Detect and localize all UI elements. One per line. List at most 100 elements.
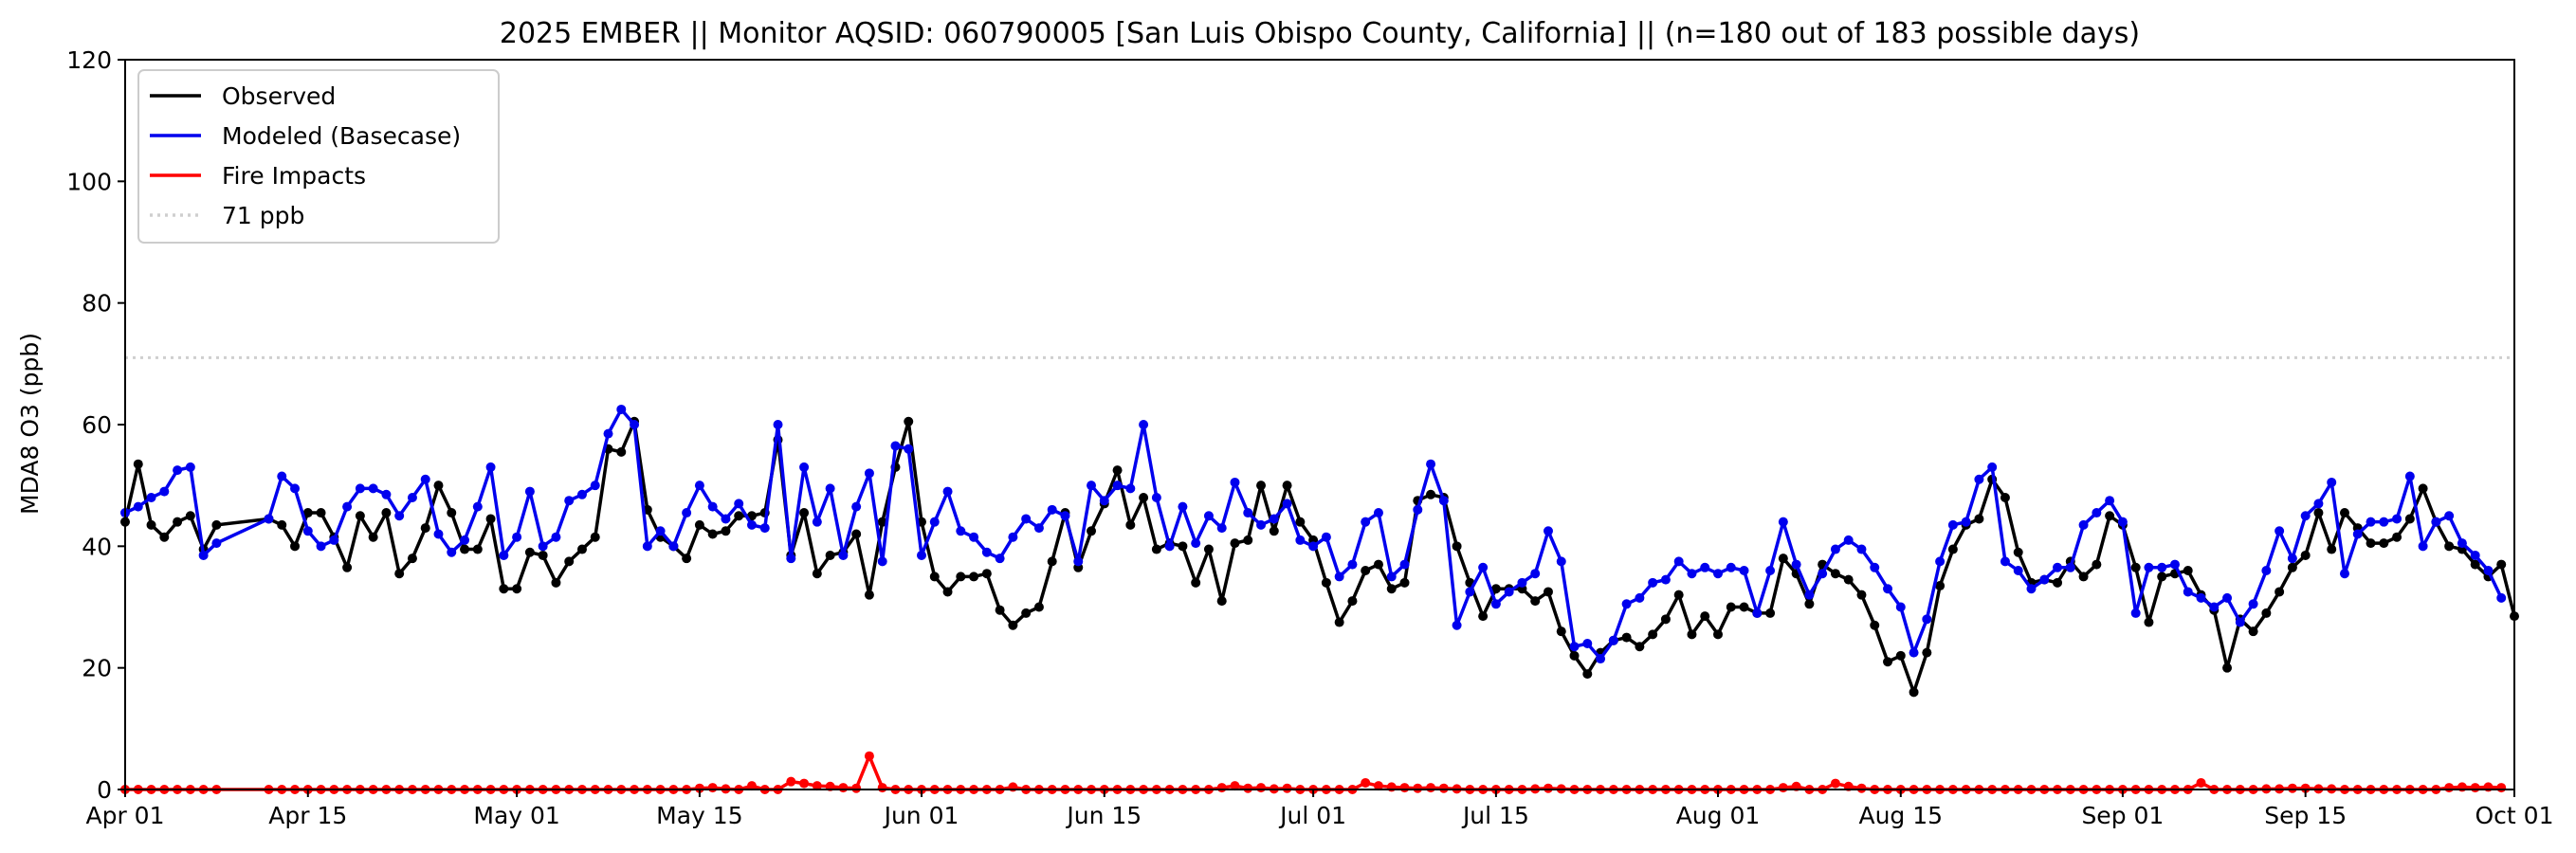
data-point	[1282, 481, 1292, 491]
data-point	[2300, 783, 2311, 793]
data-point	[1465, 587, 1475, 597]
data-point	[1321, 577, 1331, 588]
data-point	[890, 441, 901, 451]
data-point	[773, 420, 783, 429]
data-point	[1739, 566, 1749, 575]
data-point	[1203, 544, 1214, 554]
data-point	[1596, 654, 1606, 664]
data-point	[1883, 657, 1893, 667]
data-point	[1804, 590, 1815, 600]
data-point	[460, 544, 470, 554]
data-point	[1230, 538, 1240, 549]
data-point	[1895, 650, 1906, 661]
data-point	[1256, 481, 1267, 491]
data-point	[1243, 783, 1253, 793]
data-point	[1125, 483, 1136, 494]
data-point	[420, 523, 430, 534]
data-point	[2183, 587, 2193, 597]
data-point	[2157, 562, 2167, 572]
data-point	[2092, 508, 2102, 518]
data-point	[2287, 554, 2297, 564]
data-point	[942, 587, 953, 597]
data-point	[1295, 517, 1306, 527]
data-point	[499, 550, 509, 560]
data-point	[355, 511, 365, 521]
data-point	[198, 550, 209, 560]
data-point	[1347, 559, 1358, 570]
data-point	[590, 532, 600, 542]
data-point	[1426, 489, 1436, 499]
data-point	[929, 517, 940, 527]
data-point	[2470, 783, 2480, 793]
data-point	[159, 532, 170, 542]
data-point	[707, 529, 718, 539]
data-point	[1413, 783, 1423, 793]
data-point	[864, 751, 874, 761]
data-point	[630, 420, 640, 429]
data-point	[799, 462, 810, 472]
data-point	[2327, 544, 2337, 554]
data-point	[1426, 459, 1436, 469]
data-point	[2300, 511, 2311, 521]
data-point	[2313, 508, 2324, 518]
data-point	[1726, 602, 1736, 612]
x-tick-label: Jul 01	[1278, 802, 1346, 829]
data-point	[1008, 532, 1018, 542]
data-point	[1191, 538, 1201, 549]
data-point	[1347, 596, 1358, 607]
legend-label: 71 ppb	[222, 202, 304, 229]
data-point	[512, 584, 522, 594]
data-point	[2496, 559, 2507, 570]
data-point	[1216, 523, 1227, 534]
data-point	[812, 517, 822, 527]
data-point	[1452, 541, 1462, 552]
data-point	[2209, 602, 2220, 612]
data-point	[2470, 550, 2480, 560]
data-point	[394, 511, 405, 521]
data-point	[1569, 642, 1580, 652]
data-point	[981, 569, 992, 579]
data-point	[799, 508, 810, 518]
data-point	[1713, 569, 1723, 579]
data-point	[851, 501, 862, 512]
x-tick-label: Sep 01	[2081, 802, 2164, 829]
data-point	[2496, 592, 2507, 603]
data-point	[812, 569, 822, 579]
data-point	[759, 523, 770, 534]
data-point	[1478, 611, 1489, 622]
data-point	[1713, 629, 1723, 640]
data-point	[2039, 574, 2050, 585]
data-point	[1870, 562, 1880, 572]
data-point	[2444, 783, 2455, 793]
data-point	[1752, 608, 1763, 618]
data-point	[1373, 508, 1383, 518]
data-point	[1830, 569, 1840, 579]
data-point	[2248, 599, 2258, 609]
data-point	[1660, 574, 1671, 585]
data-point	[2053, 562, 2063, 572]
data-point	[1778, 783, 1788, 793]
legend: Observed Modeled (Basecase) Fire Impacts 71…	[137, 69, 500, 244]
data-point	[1087, 481, 1097, 491]
data-point	[1543, 526, 1553, 536]
legend-label: Observed	[222, 82, 336, 110]
data-point	[1033, 523, 1044, 534]
data-point	[2157, 572, 2167, 582]
y-tick-label: 120	[66, 46, 112, 74]
data-point	[1112, 465, 1123, 476]
data-point	[1490, 599, 1501, 609]
data-point	[1282, 783, 1292, 793]
data-point	[2379, 538, 2389, 549]
data-point	[485, 514, 496, 524]
y-tick-label: 20	[82, 655, 112, 682]
data-point	[1361, 777, 1371, 788]
data-point	[1922, 647, 1932, 658]
data-point	[2327, 477, 2337, 487]
data-point	[1021, 608, 1032, 618]
data-point	[904, 444, 914, 454]
data-point	[368, 483, 378, 494]
data-point	[825, 550, 835, 560]
data-point	[1139, 493, 1149, 502]
data-point	[956, 526, 966, 536]
data-point	[1178, 541, 1188, 552]
